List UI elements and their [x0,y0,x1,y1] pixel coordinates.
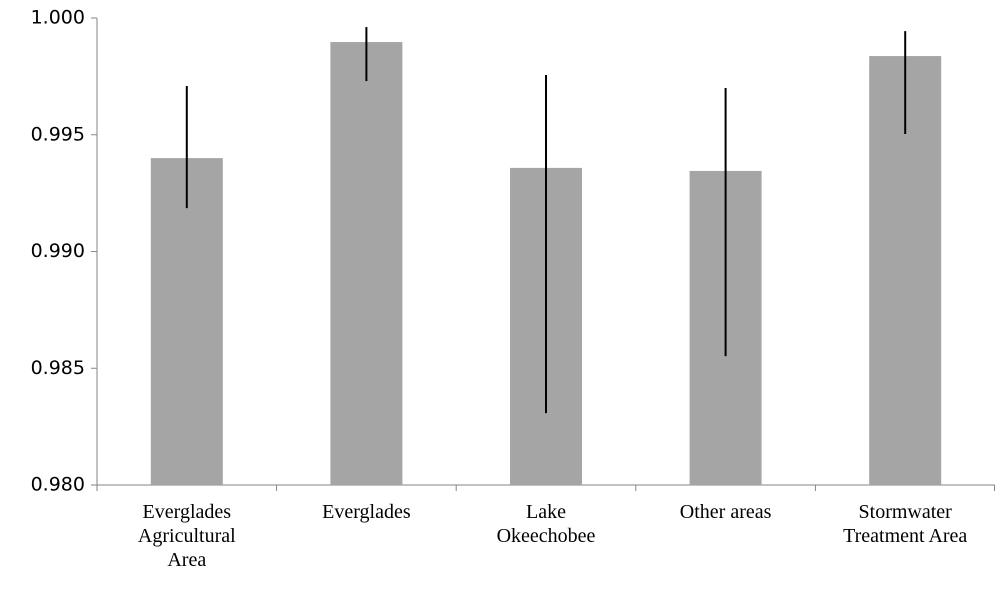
x-tick-label: Agricultural [138,525,236,547]
bar [150,158,223,485]
y-tick-label: 0.995 [31,123,85,145]
x-tick-label: Stormwater [859,501,953,523]
x-tick-label: Everglades [322,501,411,523]
x-tick-label: Okeechobee [497,525,596,547]
y-tick-label: 0.985 [31,357,85,379]
x-tick-label: Area [167,549,206,571]
bar [330,42,403,485]
y-tick-label: 0.990 [31,240,85,262]
x-tick-label: Treatment Area [843,525,967,547]
x-tick-label: Lake [526,501,566,523]
x-tick-label: Everglades [143,501,232,523]
x-tick-label: Other areas [680,501,772,523]
y-tick-label: 1.000 [31,7,85,29]
y-tick-label: 0.980 [31,474,85,496]
